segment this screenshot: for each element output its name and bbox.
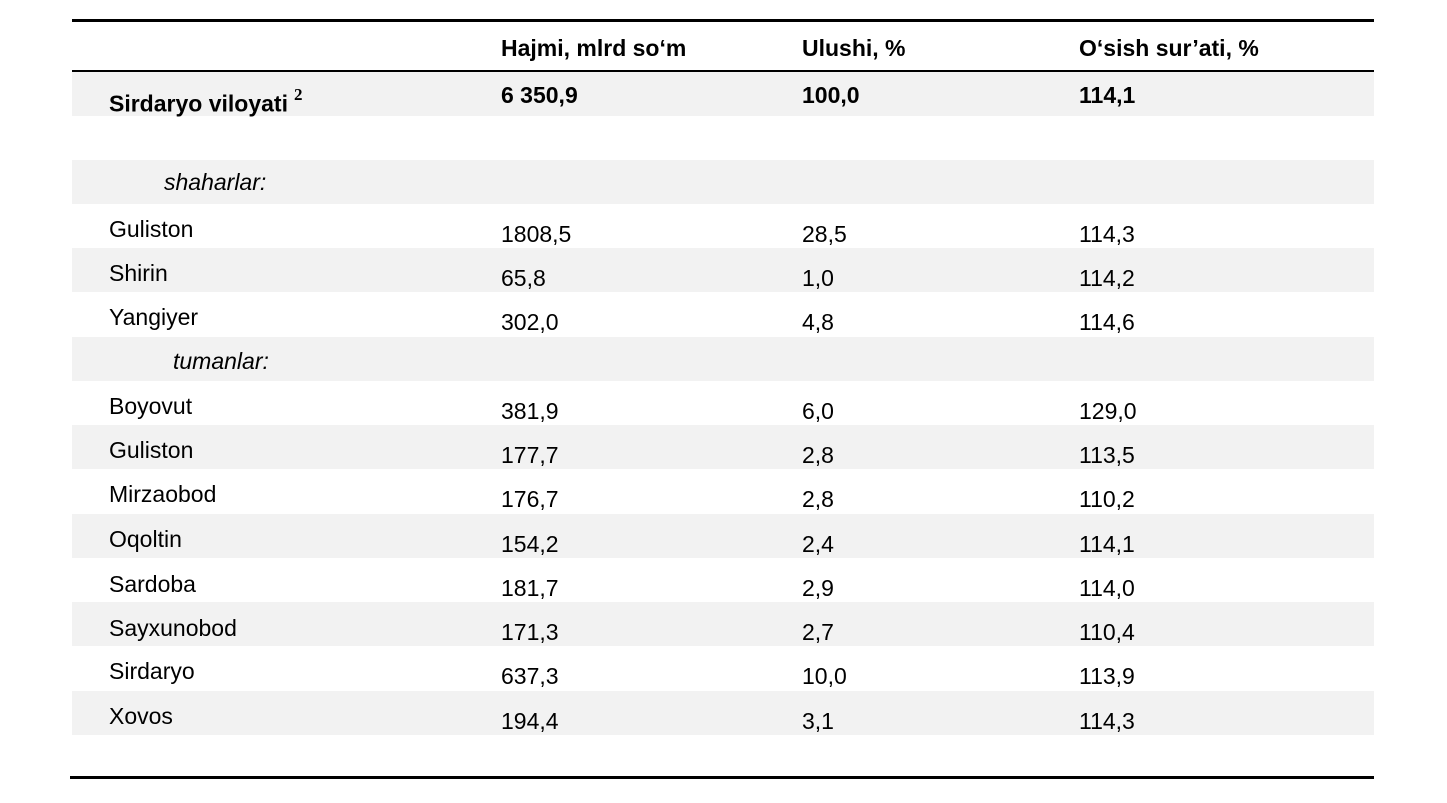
table-row: Yangiyer 302,0 4,8 114,6 bbox=[72, 292, 1374, 336]
row-growth: 114,6 bbox=[1079, 309, 1135, 335]
table-row: Sirdaryo 637,3 10,0 113,9 bbox=[72, 646, 1374, 690]
row-growth: 114,1 bbox=[1079, 531, 1135, 557]
row-share: 1,0 bbox=[802, 265, 834, 291]
row-share: 2,4 bbox=[802, 531, 834, 557]
table-row: Shirin 65,8 1,0 114,2 bbox=[72, 248, 1374, 292]
row-name: Sardoba bbox=[109, 571, 196, 597]
row-growth: 110,2 bbox=[1079, 486, 1135, 512]
row-volume: 381,9 bbox=[501, 398, 559, 424]
row-share: 10,0 bbox=[802, 663, 847, 689]
table-header-rule bbox=[72, 70, 1374, 72]
row-name: Boyovut bbox=[109, 393, 193, 419]
table-row: Sardoba 181,7 2,9 114,0 bbox=[72, 558, 1374, 602]
row-name: Guliston bbox=[109, 216, 194, 242]
column-header-growth: O‘sish sur’ati, % bbox=[1079, 35, 1259, 61]
row-growth: 114,3 bbox=[1079, 708, 1135, 734]
total-region-name: Sirdaryo viloyati 2 bbox=[109, 85, 302, 117]
row-growth: 113,9 bbox=[1079, 663, 1135, 689]
total-growth: 114,1 bbox=[1079, 82, 1136, 108]
total-region-label: Sirdaryo viloyati bbox=[109, 90, 288, 117]
row-volume: 1808,5 bbox=[501, 221, 572, 247]
row-growth: 110,4 bbox=[1079, 619, 1135, 645]
column-header-share: Ulushi, % bbox=[802, 35, 906, 61]
row-growth: 114,3 bbox=[1079, 221, 1135, 247]
row-volume: 181,7 bbox=[501, 575, 559, 601]
districts-heading-row: tumanlar: bbox=[72, 337, 1374, 381]
row-growth: 114,0 bbox=[1079, 575, 1135, 601]
table-row: Sayxunobod 171,3 2,7 110,4 bbox=[72, 602, 1374, 646]
row-volume: 154,2 bbox=[501, 531, 559, 557]
cities-heading-row: shaharlar: bbox=[72, 160, 1374, 204]
row-growth: 114,2 bbox=[1079, 265, 1135, 291]
row-volume: 176,7 bbox=[501, 486, 559, 512]
table-row: Guliston 1808,5 28,5 114,3 bbox=[72, 204, 1374, 248]
table-row: Xovos 194,4 3,1 114,3 bbox=[72, 691, 1374, 735]
total-row: Sirdaryo viloyati 2 6 350,9 100,0 114,1 bbox=[72, 72, 1374, 117]
row-volume: 637,3 bbox=[501, 663, 559, 689]
table-header-row: Hajmi, mlrd so‘m Ulushi, % O‘sish sur’at… bbox=[72, 22, 1374, 70]
row-share: 2,8 bbox=[802, 486, 834, 512]
row-share: 2,7 bbox=[802, 619, 834, 645]
row-name: Shirin bbox=[109, 260, 168, 286]
table-row: Guliston 177,7 2,8 113,5 bbox=[72, 425, 1374, 469]
total-volume: 6 350,9 bbox=[501, 82, 578, 108]
table-row: Boyovut 381,9 6,0 129,0 bbox=[72, 381, 1374, 425]
row-growth: 129,0 bbox=[1079, 398, 1137, 424]
row-share: 28,5 bbox=[802, 221, 847, 247]
row-name: Yangiyer bbox=[109, 304, 199, 330]
row-volume: 65,8 bbox=[501, 265, 546, 291]
row-share: 4,8 bbox=[802, 309, 834, 335]
footnote-marker: 2 bbox=[293, 85, 303, 104]
row-name: Sayxunobod bbox=[109, 615, 237, 641]
row-name: Xovos bbox=[109, 703, 173, 729]
districts-heading: tumanlar: bbox=[173, 348, 269, 374]
row-growth: 113,5 bbox=[1079, 442, 1135, 468]
table-top-rule bbox=[72, 19, 1374, 22]
row-volume: 302,0 bbox=[501, 309, 559, 335]
row-volume: 171,3 bbox=[501, 619, 559, 645]
row-volume: 194,4 bbox=[501, 708, 559, 734]
row-name: Guliston bbox=[109, 437, 194, 463]
row-name: Oqoltin bbox=[109, 526, 182, 552]
table-row: Mirzaobod 176,7 2,8 110,2 bbox=[72, 469, 1374, 513]
cities-heading: shaharlar: bbox=[164, 169, 267, 195]
total-share: 100,0 bbox=[802, 82, 860, 108]
row-volume: 177,7 bbox=[501, 442, 559, 468]
row-share: 6,0 bbox=[802, 398, 834, 424]
column-header-volume: Hajmi, mlrd so‘m bbox=[501, 35, 687, 61]
table-bottom-rule bbox=[70, 776, 1374, 779]
row-share: 2,8 bbox=[802, 442, 834, 468]
row-share: 3,1 bbox=[802, 708, 834, 734]
table-row: Oqoltin 154,2 2,4 114,1 bbox=[72, 514, 1374, 558]
row-name: Mirzaobod bbox=[109, 481, 217, 507]
row-share: 2,9 bbox=[802, 575, 834, 601]
row-name: Sirdaryo bbox=[109, 658, 195, 684]
